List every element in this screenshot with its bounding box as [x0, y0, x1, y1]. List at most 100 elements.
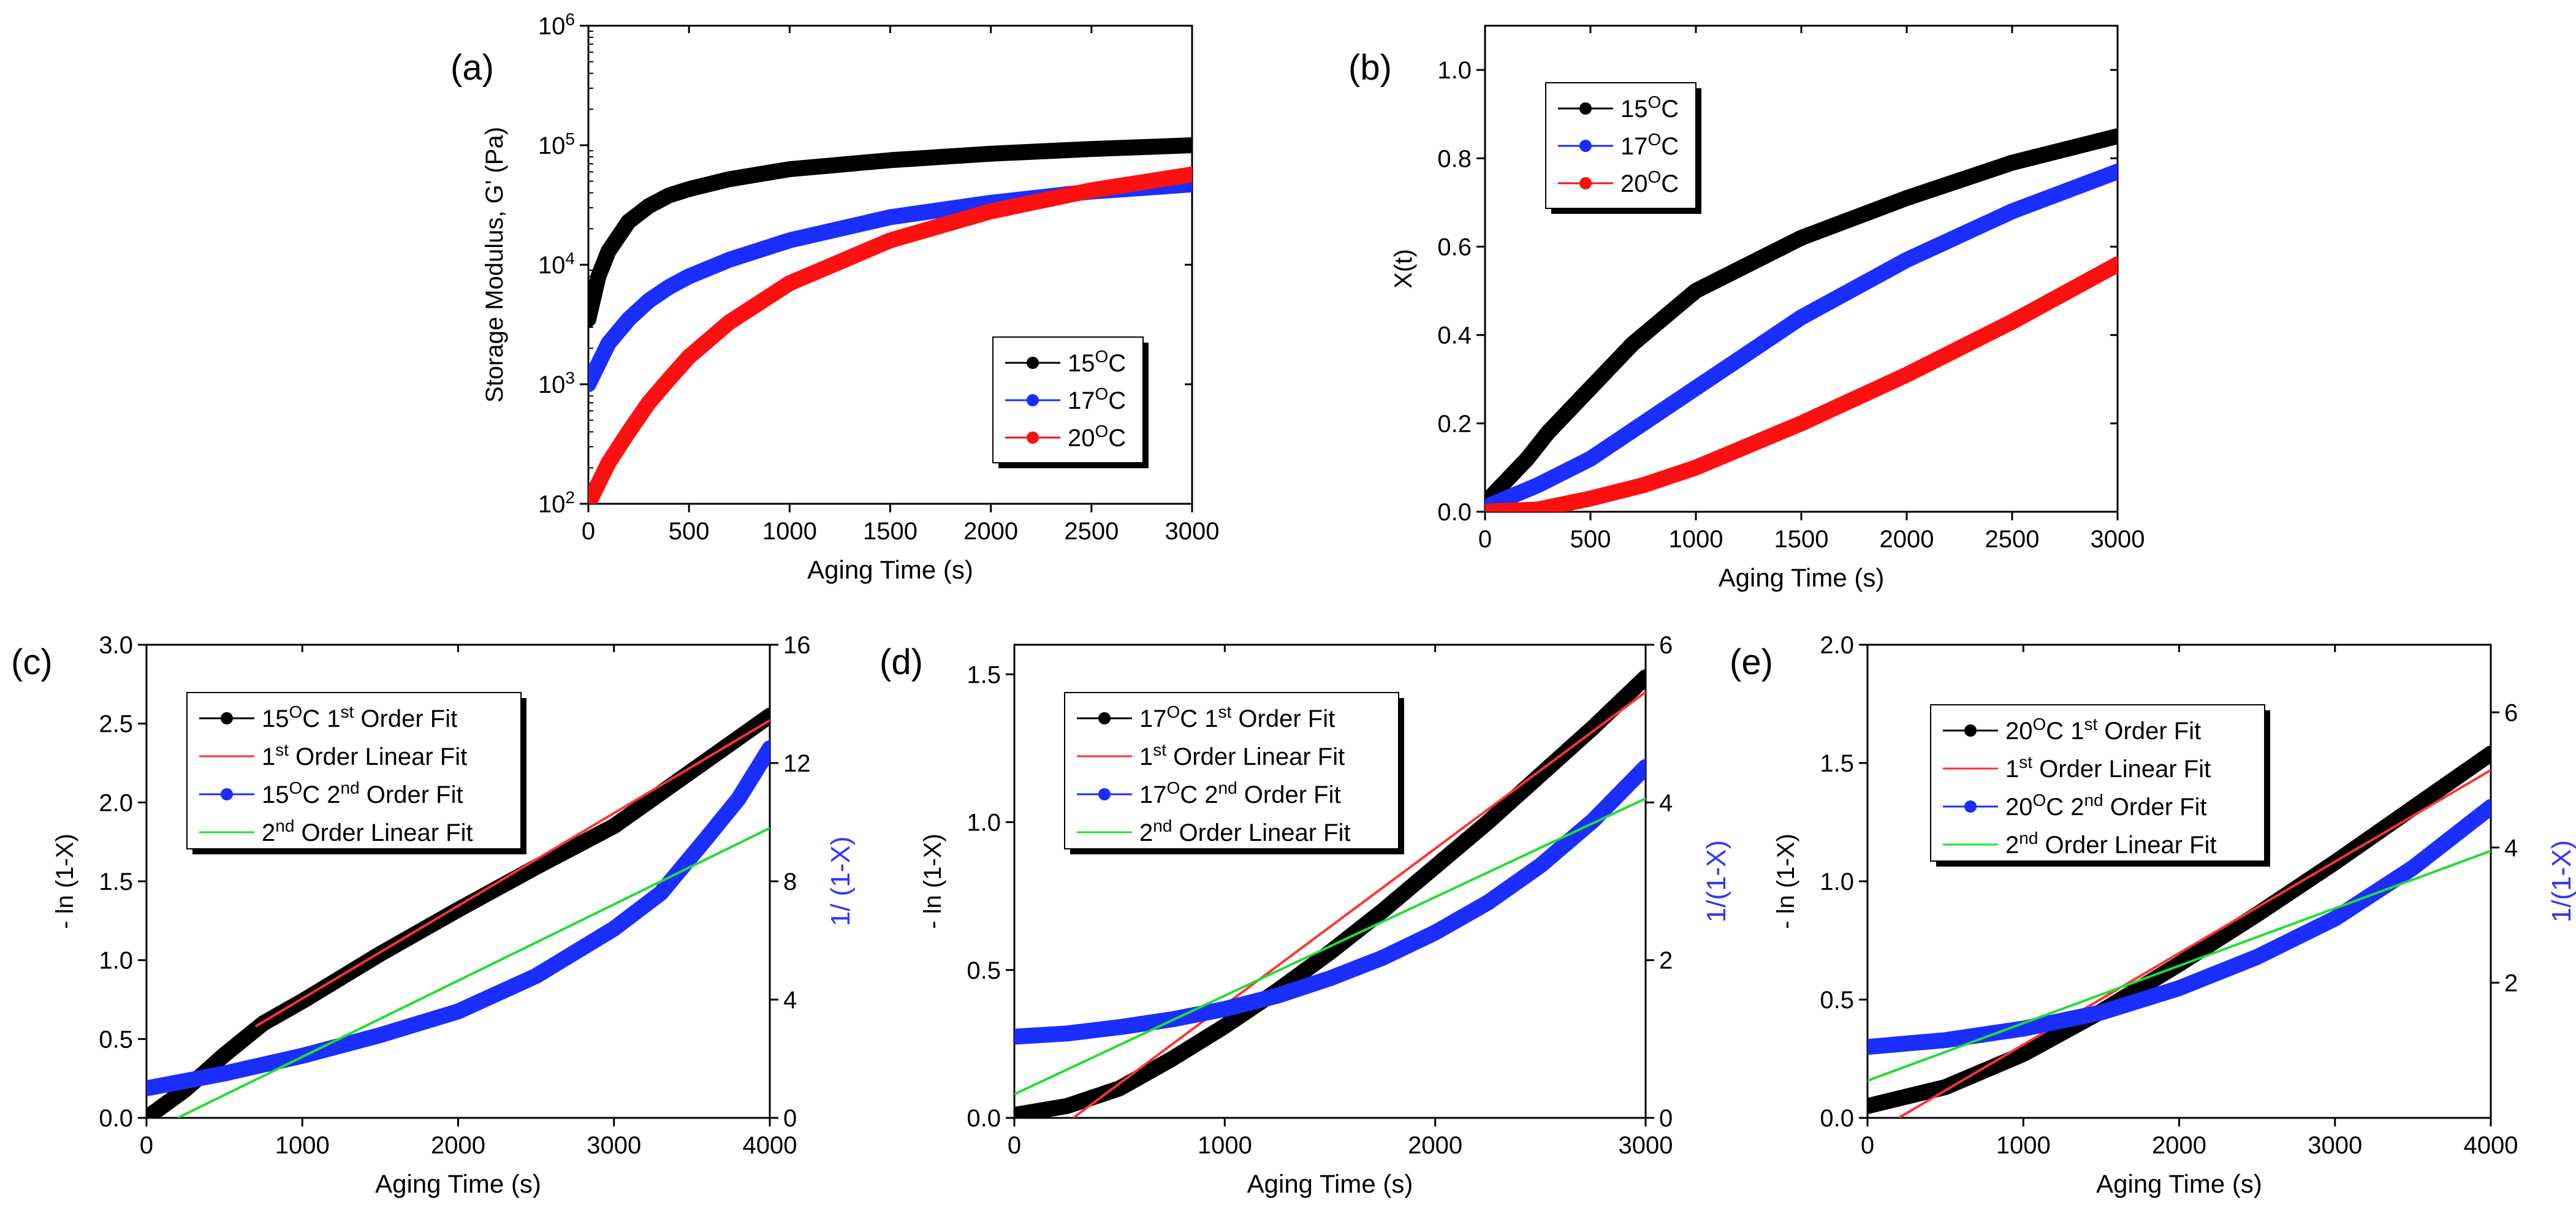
x-tick-label: 0 [582, 518, 595, 545]
data-point [1798, 313, 1805, 321]
x-tick-label: 2000 [1408, 1132, 1462, 1159]
data-point [2487, 803, 2491, 811]
y-tick-label: 0.4 [1437, 322, 1472, 349]
superscript: 4 [565, 249, 575, 268]
data-point [2331, 914, 2339, 922]
y-tick-label: 0.5 [99, 1026, 133, 1053]
y-axis-label: - ln (1-X) [1772, 834, 1799, 929]
data-point [1115, 1084, 1123, 1092]
data-point [725, 318, 733, 326]
y-tick-label: 1.5 [967, 661, 1001, 688]
data-point [610, 822, 618, 830]
y-tick-label: 1.0 [1437, 57, 1472, 84]
x-tick-label: 4000 [743, 1132, 797, 1159]
y-tick-label: 0.0 [1820, 1105, 1854, 1132]
legend-entry: 20OC 1st Order Fit [2005, 715, 2201, 745]
data-point [2253, 911, 2261, 919]
data-point [1221, 1005, 1229, 1013]
text-span: C [1108, 425, 1126, 452]
superscript: 2 [565, 488, 575, 507]
series-group [1867, 745, 2491, 1118]
data-point [786, 279, 794, 287]
data-point [657, 889, 665, 897]
data-point [1485, 508, 1489, 512]
y-tick-label: 0.8 [1437, 145, 1472, 172]
x-tick-label: 4000 [2464, 1132, 2518, 1159]
data-point [610, 925, 618, 933]
text-span: Order Linear Fit [2032, 756, 2211, 783]
legend-marker [1098, 788, 1111, 800]
text-span: C [1108, 350, 1126, 377]
data-point [1115, 1023, 1123, 1031]
legend-entry: 2nd Order Linear Fit [262, 816, 473, 847]
data-point [1903, 256, 1910, 264]
y2-tick-label: 4 [783, 987, 797, 1014]
data-point [1326, 974, 1334, 982]
legend-marker [1964, 800, 1977, 813]
data-point [1587, 495, 1594, 503]
text-span: 20 [2005, 794, 2033, 821]
superscript: 6 [565, 10, 575, 29]
panel-label: (a) [450, 48, 494, 88]
text-span: 15 [262, 705, 289, 732]
legend-entry: 2nd Order Linear Fit [1139, 816, 1351, 847]
series-group [1485, 128, 2118, 512]
data-point [1378, 907, 1386, 915]
legend-marker [1579, 140, 1592, 152]
data-point [604, 247, 612, 255]
legend-entry: 20OC [1620, 167, 1679, 198]
x-tick-label: 2500 [1064, 518, 1119, 545]
text-span: Order Linear Fit [294, 819, 473, 846]
x-tick-label: 3000 [1165, 518, 1220, 545]
data-point [625, 218, 633, 226]
data-point [1692, 287, 1700, 295]
y2-axis-label: 1/(1-X) [2547, 840, 2576, 922]
superscript: st [1218, 702, 1232, 721]
data-point [1639, 481, 1647, 489]
data-point [1798, 419, 1805, 427]
series-group [1014, 669, 1646, 1118]
data-point [786, 237, 794, 245]
x-tick-label: 2000 [431, 1132, 485, 1159]
chart-panel-d: (d) 0 1000 2000 3000 0.0 0.5 1.0 1.5 0 2 4 6 1/(1-X) A… [880, 632, 1731, 1198]
legend-entry: 17OC [1620, 130, 1679, 161]
data-point [1087, 186, 1095, 194]
y2-axis-label: 1/(1-X) [1701, 840, 1731, 922]
superscript: O [1167, 702, 1180, 721]
data-point [1798, 234, 1805, 242]
x-axis-label: Aging Time (s) [807, 555, 973, 584]
series-2nd-order-linear-fit [1867, 849, 2491, 1082]
superscript: O [1095, 384, 1109, 403]
superscript: O [1167, 778, 1180, 797]
data-point [886, 213, 894, 221]
text-span: 1 [1139, 743, 1153, 770]
legend-marker [1027, 431, 1039, 444]
x-tick-label: 3000 [2091, 526, 2145, 553]
text-span: 17 [1068, 387, 1095, 414]
series-17-c [1485, 163, 2118, 512]
x-tick-label: 1000 [275, 1132, 330, 1159]
y2-tick-label: 0 [783, 1105, 797, 1132]
text-span: Order Fit [1231, 705, 1335, 732]
y-tick-label: 0.0 [99, 1105, 133, 1132]
x-tick-label: 1000 [1669, 526, 1723, 553]
data-point [1221, 1022, 1229, 1030]
x-tick-label: 500 [669, 518, 710, 545]
data-point [1502, 477, 1510, 485]
y2-tick-label: 2 [2504, 970, 2518, 997]
text-span: Order Fit [2103, 794, 2207, 821]
y-axis-label: Storage Modulus, G' (Pa) [481, 127, 508, 403]
data-point [1867, 1043, 1871, 1051]
series-group [588, 137, 1192, 504]
text-span: C 1 [302, 705, 340, 732]
data-point [1544, 428, 1552, 436]
legend-marker [221, 712, 233, 724]
text-span: Order Fit [1237, 781, 1341, 808]
data-point [665, 375, 673, 383]
data-point [588, 500, 592, 504]
data-point [1537, 862, 1544, 870]
data-point [1639, 419, 1647, 427]
superscript: O [1648, 167, 1662, 186]
x-tick-label: 0 [1861, 1132, 1874, 1159]
y2-axis-label: 1/ (1-X) [826, 837, 856, 927]
